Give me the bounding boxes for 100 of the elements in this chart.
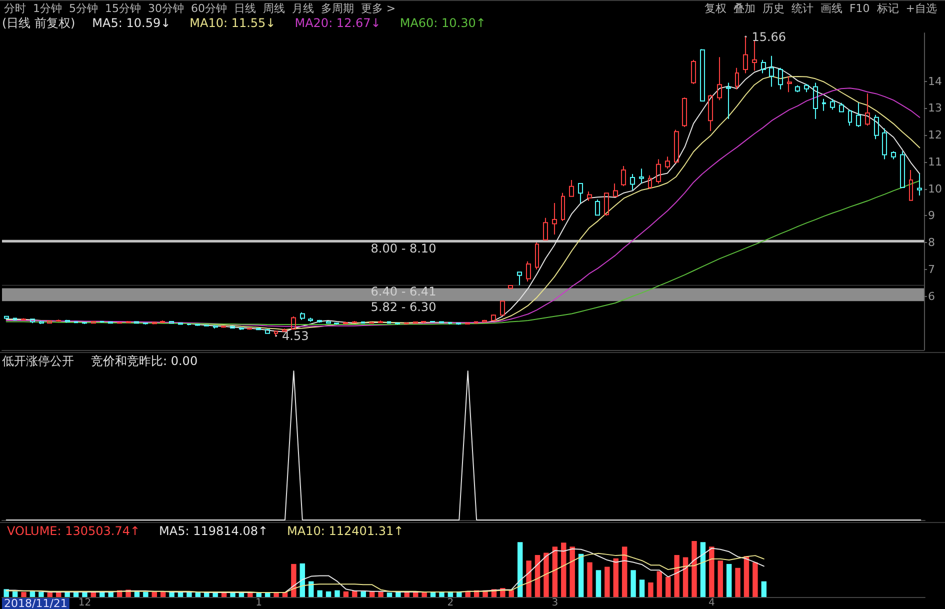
candlestick xyxy=(178,322,183,326)
bar xyxy=(38,592,44,597)
candlestick xyxy=(143,322,148,325)
bar xyxy=(186,592,192,597)
x-tick-label: 3 xyxy=(552,598,558,608)
candlestick xyxy=(204,324,209,327)
bar xyxy=(47,592,53,597)
candlestick xyxy=(465,322,470,325)
candlestick xyxy=(230,326,235,330)
candlestick xyxy=(535,242,539,270)
bar xyxy=(334,590,340,597)
candlestick xyxy=(621,165,626,187)
candlestick xyxy=(769,55,774,88)
candlestick xyxy=(787,75,792,93)
candlestick xyxy=(656,158,661,184)
text: MA5: 119814.08↑ xyxy=(159,524,268,538)
candlestick xyxy=(604,192,609,216)
candlestick xyxy=(578,182,583,204)
bar xyxy=(744,556,750,597)
candlestick xyxy=(47,320,52,324)
band-label: 8.00 - 8.10 xyxy=(370,242,436,256)
bar xyxy=(517,542,523,597)
candlestick xyxy=(613,182,618,198)
candlestick xyxy=(317,319,322,324)
candlestick xyxy=(82,322,87,324)
candlestick xyxy=(213,324,218,330)
candlestick xyxy=(300,312,305,320)
bar xyxy=(317,590,322,597)
candlestick xyxy=(482,319,487,323)
bar xyxy=(587,562,592,597)
candlestick xyxy=(117,321,122,324)
annotation: 4.53 xyxy=(282,328,309,343)
candlestick xyxy=(21,318,26,321)
bar xyxy=(735,568,740,597)
candlestick xyxy=(160,320,165,324)
text: 复权 叠加 历史 统计 画线 F10 标记 +自选 xyxy=(704,2,938,15)
candlestick xyxy=(352,320,357,324)
candlestick xyxy=(804,84,809,93)
candlestick xyxy=(239,326,244,330)
y-tick-label: 14 xyxy=(928,74,942,88)
candlestick xyxy=(569,179,574,198)
x-tick-label: 12 xyxy=(78,598,92,608)
bar xyxy=(622,546,628,597)
candlestick xyxy=(291,316,296,330)
bar xyxy=(386,592,392,597)
candlestick xyxy=(648,174,652,190)
candlestick xyxy=(761,59,766,74)
x-tick-label: 4 xyxy=(708,598,715,608)
y-tick-label: 13 xyxy=(928,102,942,115)
candlestick xyxy=(830,98,835,110)
y-tick-label: 10 xyxy=(928,182,942,196)
candlestick xyxy=(439,321,444,324)
candlestick xyxy=(56,319,61,322)
line-series xyxy=(6,180,920,325)
bar xyxy=(726,564,732,597)
y-tick-label: 8 xyxy=(928,236,936,250)
y-tick-label: 12 xyxy=(928,128,942,142)
candlestick xyxy=(691,59,696,85)
bar xyxy=(195,592,201,597)
candlestick xyxy=(639,168,644,184)
bar xyxy=(630,570,636,597)
bar xyxy=(761,581,767,597)
bar xyxy=(422,592,427,597)
candlestick xyxy=(126,320,131,324)
candlestick xyxy=(717,56,722,101)
candlestick xyxy=(30,318,35,324)
bar xyxy=(752,562,758,597)
candlestick xyxy=(413,321,418,324)
text: MA60: 10.30↑ xyxy=(400,16,486,30)
candlestick xyxy=(65,319,70,324)
candlestick xyxy=(361,321,365,324)
bar xyxy=(613,558,618,597)
candlestick xyxy=(343,321,348,325)
bar xyxy=(674,555,680,597)
bar xyxy=(143,592,148,597)
candlestick xyxy=(282,328,287,332)
candlestick xyxy=(674,129,679,164)
candlestick xyxy=(308,317,313,322)
bar xyxy=(82,592,88,597)
bar xyxy=(352,590,358,597)
bar xyxy=(561,542,566,597)
bar xyxy=(21,592,26,597)
candlestick xyxy=(221,325,226,328)
candlestick xyxy=(552,202,557,235)
candlestick xyxy=(587,191,592,202)
candlestick xyxy=(839,102,844,113)
candlestick xyxy=(778,67,783,90)
candlestick xyxy=(369,321,374,324)
candlestick xyxy=(517,272,522,286)
annotation: 15.66 xyxy=(752,30,786,44)
candlestick xyxy=(795,84,800,93)
bar xyxy=(709,546,714,597)
candlestick xyxy=(856,102,861,128)
y-tick-label: 9 xyxy=(928,209,936,222)
text: 竞价和竞昨比: 0.00 xyxy=(91,354,198,368)
candlestick xyxy=(4,315,9,320)
x-tick-label: 2 xyxy=(447,598,454,608)
bar xyxy=(378,592,384,597)
candlestick xyxy=(108,321,113,324)
text: MA5: 10.59↓ xyxy=(92,16,171,30)
